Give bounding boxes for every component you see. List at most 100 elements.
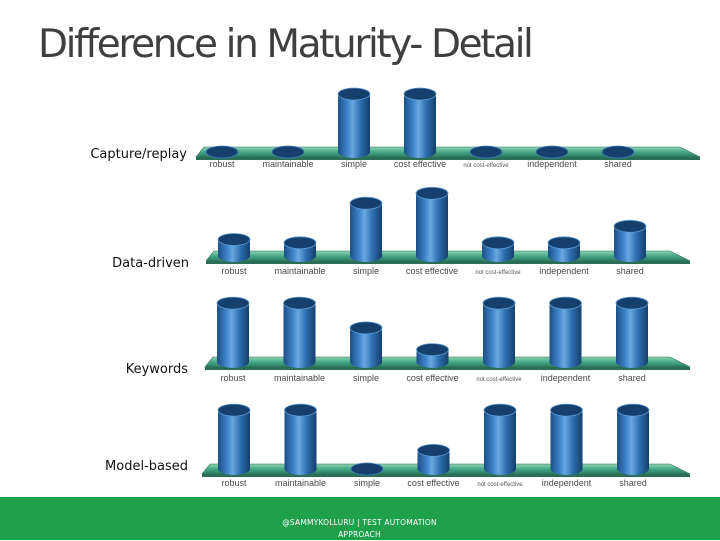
bar-body (616, 303, 648, 368)
bar-shared (616, 403, 650, 475)
slide-title: Difference in Maturity- Detail (38, 22, 534, 67)
bar-top (284, 403, 317, 417)
category-label: robust (221, 266, 247, 276)
bar-empty (350, 462, 384, 476)
row-label-capture-replay: Capture/replay (90, 147, 187, 162)
bar-top (616, 403, 650, 417)
bar-body (350, 203, 382, 262)
bar-robust (217, 403, 251, 475)
bar-body (218, 239, 250, 262)
bar-top (216, 296, 250, 310)
bar-independent (550, 403, 583, 476)
bar-body (283, 303, 316, 368)
bar-empty (469, 145, 503, 159)
category-label: shared (604, 159, 632, 169)
category-label: maintainable (274, 266, 325, 276)
category-label: maintainable (274, 373, 325, 383)
bar-robust (205, 145, 239, 159)
bar-shared (601, 145, 635, 159)
bar-top (217, 233, 251, 246)
bar-simple (337, 87, 371, 158)
category-label: maintainable (275, 478, 326, 488)
bar-shared (615, 296, 649, 368)
bar-not-cost-effective (483, 403, 517, 475)
category-label: not cost-effective (477, 482, 523, 488)
bar-not-cost-effective (469, 145, 503, 159)
bar-body (550, 410, 583, 476)
footer-text: @SAMMYKOLLURU | TEST AUTOMATION APPROACH (282, 518, 437, 539)
bar-robust (216, 296, 250, 368)
platform-edge (202, 474, 690, 477)
platform-edge (205, 367, 690, 370)
category-label: not cost-effective (463, 163, 509, 169)
category-label: simple (353, 266, 379, 276)
bar-body (218, 410, 250, 475)
bar-body (416, 193, 448, 262)
bar-top (549, 296, 582, 310)
bar-body (350, 327, 382, 368)
bar-top (349, 321, 383, 335)
bar-body (549, 303, 582, 368)
category-label: robust (209, 159, 235, 169)
platform-edge (206, 261, 690, 264)
row-label-model-based: Model-based (105, 459, 188, 474)
bar-top (547, 236, 581, 250)
bar-body (404, 94, 436, 158)
row-label-data-driven: Data-driven (112, 256, 189, 271)
bar-top (550, 403, 583, 417)
bar-simple (350, 462, 384, 476)
bar-top (283, 296, 316, 310)
platform-edge (196, 157, 700, 160)
bar-top (403, 87, 437, 101)
bar-top (417, 443, 450, 457)
category-label: cost effective (406, 373, 458, 383)
bar-cost-effective (416, 343, 449, 368)
category-label: maintainable (262, 159, 313, 169)
bar-cost-effective (417, 443, 450, 476)
row-label-keywords: Keywords (125, 362, 188, 377)
category-label: shared (618, 373, 646, 383)
category-label: independent (527, 159, 577, 169)
bar-body (483, 303, 515, 368)
bar-top (481, 236, 515, 250)
category-label: robust (221, 478, 247, 488)
bar-body (617, 410, 649, 475)
bar-cost-effective (403, 87, 437, 158)
bar-top (482, 296, 516, 310)
category-label: simple (353, 373, 379, 383)
bar-maintainable (283, 236, 317, 262)
category-label: independent (541, 373, 591, 383)
footer-bar: @SAMMYKOLLURU | TEST AUTOMATION APPROACH (0, 497, 720, 540)
bar-body (284, 410, 317, 476)
category-label: robust (220, 373, 246, 383)
bar-top (217, 403, 251, 417)
bar-top (283, 236, 317, 250)
category-label: simple (354, 478, 380, 488)
bar-robust (217, 233, 251, 262)
category-label: not cost-effective (476, 377, 522, 383)
category-label: cost effective (406, 266, 458, 276)
category-label: independent (542, 478, 592, 488)
category-label: cost effective (407, 478, 459, 488)
bar-top (415, 186, 449, 200)
category-label: shared (616, 266, 644, 276)
bar-not-cost-effective (482, 296, 516, 368)
chart-row-keywords: robust maintainable simple cost effective no… (204, 296, 691, 383)
bar-top (337, 87, 371, 101)
bar-maintainable (284, 403, 317, 476)
bar-empty (271, 145, 305, 159)
category-label: cost effective (394, 159, 446, 169)
bar-empty (535, 145, 569, 159)
bar-shared (613, 219, 647, 262)
bar-cost-effective (415, 186, 449, 262)
bar-empty (205, 145, 239, 159)
bar-top (483, 403, 517, 417)
bar-body (338, 94, 370, 158)
bar-simple (349, 196, 383, 262)
bar-top (615, 296, 649, 310)
maturity-chart: robust maintainable simple cost effective no… (195, 87, 701, 488)
bar-independent (535, 145, 569, 159)
chart-row-data-driven: robust maintainable simple cost effective no… (205, 186, 691, 276)
bar-maintainable (271, 145, 305, 159)
bar-independent (547, 236, 581, 262)
